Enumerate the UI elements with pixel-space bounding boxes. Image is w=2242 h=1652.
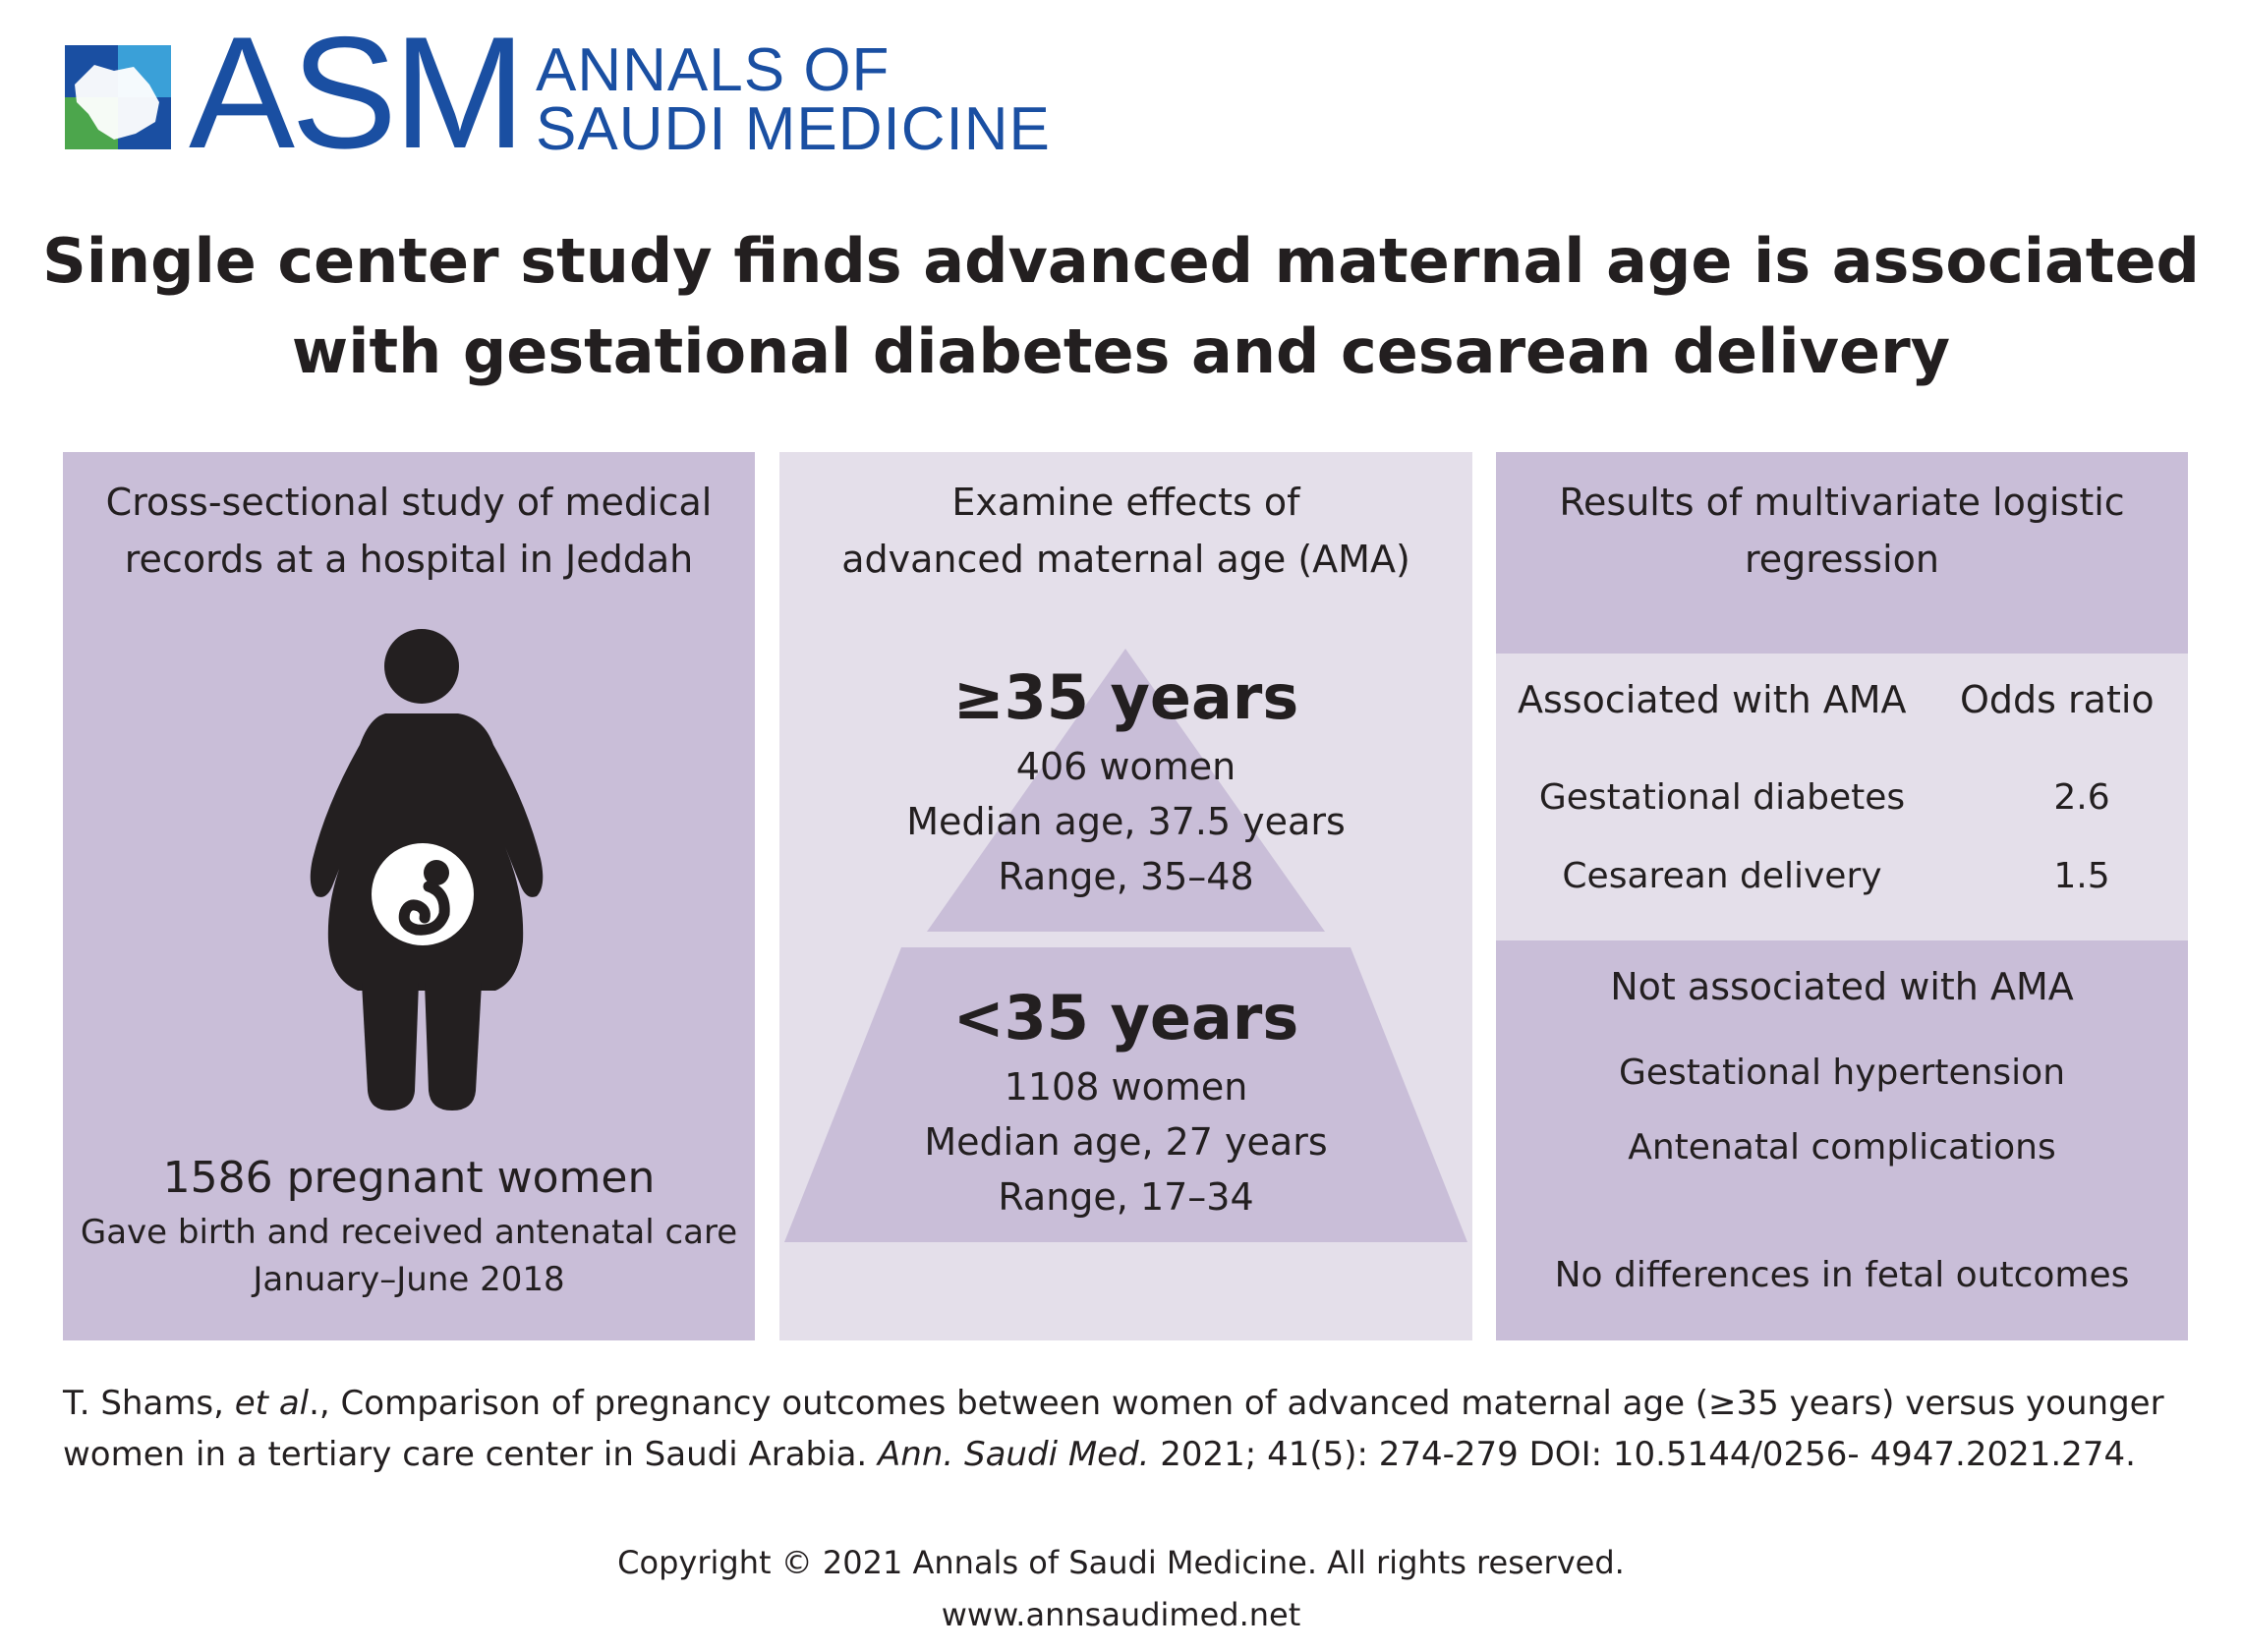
citation-etal: et al (234, 1384, 310, 1423)
participant-description-line2: January–June 2018 (253, 1260, 565, 1299)
outcome-gestational-diabetes: Gestational diabetes (1538, 777, 1906, 818)
logo-name-line2: SAUDI MEDICINE (536, 95, 1051, 163)
older-group: ≥35 years 406 women Median age, 37.5 yea… (779, 656, 1472, 904)
older-group-label: ≥35 years (952, 661, 1299, 733)
pregnant-woman-icon (310, 629, 544, 1111)
column-header-odds-ratio: Odds ratio (1960, 678, 2155, 721)
odds-cesarean-delivery: 1.5 (2053, 856, 2110, 896)
ama-title-line1: Examine effects of (951, 481, 1300, 524)
study-design-panel: Cross-sectional study of medical records… (63, 452, 755, 1340)
younger-group-count: 1108 women (1004, 1065, 1248, 1109)
younger-group: <35 years 1108 women Median age, 27 year… (779, 977, 1472, 1225)
ama-title: Examine effects of advanced maternal age… (779, 474, 1472, 588)
title-line2: with gestational diabetes and cesarean d… (291, 315, 1951, 387)
older-group-range: Range, 35–48 (998, 855, 1254, 898)
age-pyramid-graphic (784, 649, 1467, 1242)
study-design-title-line1: Cross-sectional study of medical (105, 481, 713, 524)
page-title: Single center study finds advanced mater… (0, 216, 2242, 397)
ama-groups-panel: Examine effects of advanced maternal age… (779, 452, 1472, 1340)
older-group-count: 406 women (1015, 745, 1236, 788)
study-design-title: Cross-sectional study of medical records… (63, 474, 755, 588)
citation-authors: T. Shams, (63, 1384, 235, 1423)
participant-count: 1586 pregnant women (162, 1153, 656, 1203)
study-design-title-line2: records at a hospital in Jeddah (124, 538, 694, 581)
results-header (1496, 452, 2188, 654)
logo-name-line1: ANNALS OF (536, 36, 891, 104)
odds-gestational-diabetes: 2.6 (2053, 777, 2110, 818)
fetal-outcomes-note: No differences in fetal outcomes (1554, 1255, 2130, 1295)
pyramid-top-tier (927, 649, 1325, 932)
participant-description-line1: Gave birth and received antenatal care (80, 1213, 738, 1252)
younger-group-median: Median age, 27 years (924, 1120, 1328, 1164)
pyramid-bottom-tier (784, 947, 1467, 1242)
asm-logo-icon (65, 45, 171, 149)
citation-details: 2021; 41(5): 274-279 DOI: 10.5144/0256- … (1149, 1435, 2136, 1474)
not-associated-section (1496, 940, 2188, 1340)
younger-group-range: Range, 17–34 (998, 1175, 1254, 1219)
citation-journal: Ann. Saudi Med. (878, 1435, 1150, 1474)
not-associated-hypertension: Gestational hypertension (1618, 1053, 2066, 1093)
results-title-line1: Results of multivariate logistic (1559, 481, 2125, 524)
website-link[interactable]: www.annsaudimed.net (941, 1596, 1301, 1633)
logo-abbreviation: ASM (189, 4, 526, 182)
results-title-line2: regression (1745, 538, 1939, 581)
citation: T. Shams, et al., Comparison of pregnanc… (63, 1378, 2196, 1480)
copyright-notice: Copyright © 2021 Annals of Saudi Medicin… (617, 1544, 1625, 1581)
participant-description: Gave birth and received antenatal care J… (63, 1209, 755, 1303)
not-associated-antenatal: Antenatal complications (1628, 1127, 2056, 1168)
column-header-associated: Associated with AMA (1518, 678, 1907, 721)
results-panel: Results of multivariate logistic regress… (1496, 452, 2188, 1340)
logo-journal-name: ANNALS OF SAUDI MEDICINE (536, 36, 1051, 163)
results-title: Results of multivariate logistic regress… (1496, 474, 2188, 588)
title-line1: Single center study finds advanced mater… (42, 225, 2200, 297)
ama-title-line2: advanced maternal age (AMA) (841, 538, 1410, 581)
not-associated-title: Not associated with AMA (1610, 965, 2074, 1008)
outcome-cesarean-delivery: Cesarean delivery (1562, 856, 1882, 896)
younger-group-label: <35 years (952, 982, 1299, 1054)
citation-title: ., Comparison of pregnancy outcomes betw… (63, 1384, 2164, 1474)
older-group-median: Median age, 37.5 years (906, 800, 1346, 843)
